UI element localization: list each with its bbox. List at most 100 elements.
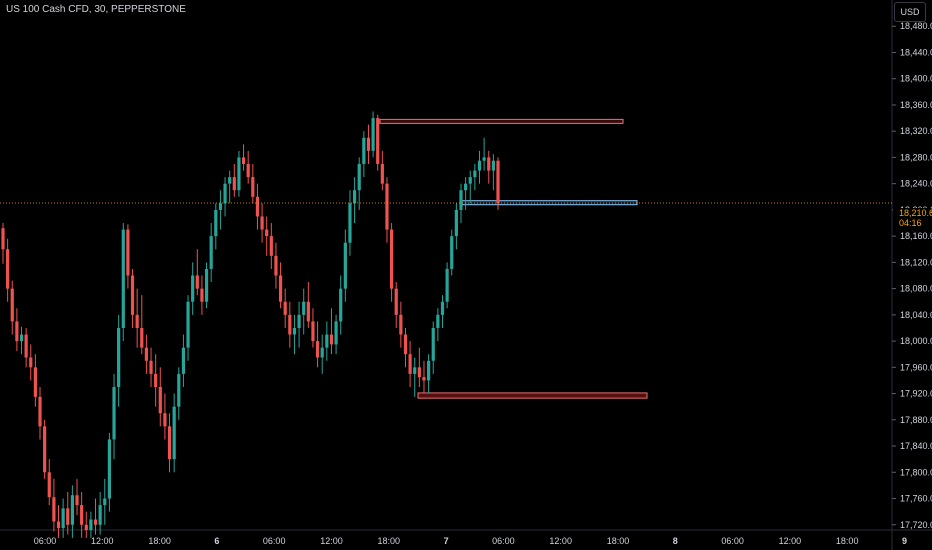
candle-body <box>228 177 232 184</box>
y-tick-label: 17,960.0 <box>900 362 932 372</box>
candle-body <box>464 183 468 191</box>
y-tick-label: 18,320.0 <box>900 126 932 136</box>
candle-body <box>399 314 403 335</box>
zone-top <box>379 118 624 124</box>
candle-body <box>47 472 51 498</box>
candle-body <box>167 426 172 460</box>
candle-body <box>306 301 310 322</box>
candle-body <box>376 118 380 164</box>
candle-body <box>496 160 500 204</box>
y-tick-label: 18,360.0 <box>900 100 932 110</box>
candle-body <box>371 118 375 151</box>
x-tick-label: 8 <box>673 536 678 546</box>
candle-body <box>436 314 440 328</box>
candle-body <box>427 360 431 381</box>
candle-body <box>80 505 84 525</box>
candle-body <box>297 314 301 328</box>
candle-body <box>75 495 79 506</box>
candle-body <box>117 327 121 388</box>
y-tick-label: 17,920.0 <box>900 389 932 399</box>
candle-body <box>33 367 37 397</box>
candle-body <box>24 334 28 358</box>
bar-countdown: 04:16 <box>899 218 922 228</box>
candle-body <box>218 203 223 210</box>
candle-body <box>223 183 227 204</box>
y-tick-label: 18,000.0 <box>900 336 932 346</box>
candle-body <box>491 160 495 171</box>
candle-body <box>352 190 357 204</box>
y-tick-label: 17,800.0 <box>900 467 932 477</box>
candle-body <box>232 177 236 191</box>
candle-body <box>385 183 389 230</box>
candle-body <box>357 163 361 191</box>
y-tick-label: 18,160.0 <box>900 231 932 241</box>
candle-body <box>204 268 209 302</box>
candle-body <box>140 327 144 348</box>
candle-body <box>43 426 47 473</box>
x-tick-label: 06:00 <box>263 536 286 546</box>
candle-body <box>177 373 181 407</box>
y-tick-label: 18,040.0 <box>900 310 932 320</box>
x-tick-label: 06:00 <box>492 536 515 546</box>
x-tick-label: 18:00 <box>607 536 630 546</box>
candle-body <box>246 163 250 178</box>
candle-body <box>302 301 306 315</box>
candle-body <box>329 334 334 345</box>
candle-body <box>315 341 320 358</box>
candle-body <box>260 216 264 230</box>
candle-body <box>343 242 347 289</box>
candle-body <box>482 157 486 161</box>
candle-body <box>251 177 255 197</box>
y-tick-label: 18,080.0 <box>900 284 932 294</box>
currency-button[interactable]: USD <box>894 2 926 22</box>
candle-body <box>366 137 371 151</box>
x-tick-label: 18:00 <box>148 536 171 546</box>
candle-body <box>473 170 477 178</box>
candle-body <box>135 314 139 328</box>
candle-body <box>103 498 107 506</box>
candle-body <box>389 229 394 289</box>
candle-body <box>265 229 269 237</box>
candle-body <box>15 321 19 342</box>
candle-body <box>269 236 273 256</box>
x-tick-label: 18:00 <box>378 536 401 546</box>
y-tick-label: 17,720.0 <box>900 520 932 530</box>
candle-body <box>158 387 162 414</box>
candle-body <box>274 255 278 276</box>
y-tick-label: 18,120.0 <box>900 257 932 267</box>
candle-body <box>334 321 338 345</box>
y-tick-label: 17,880.0 <box>900 415 932 425</box>
candle-body <box>325 334 329 348</box>
candle-body <box>450 236 454 269</box>
x-tick-label: 06:00 <box>34 536 57 546</box>
candle-body <box>66 508 70 525</box>
candle-body <box>394 288 398 315</box>
candle-body <box>422 377 426 381</box>
x-tick-label: 18:00 <box>836 536 859 546</box>
candle-body <box>195 275 199 289</box>
y-tick-label: 18,400.0 <box>900 74 932 84</box>
candle-body <box>283 301 287 315</box>
chart-title: US 100 Cash CFD, 30, PEPPERSTONE <box>6 4 186 15</box>
candle-body <box>241 157 246 164</box>
candle-body <box>112 387 116 440</box>
candle-body <box>130 275 135 315</box>
candle-body <box>52 497 56 522</box>
candle-body <box>98 505 102 525</box>
candle-body <box>186 301 190 348</box>
candle-body <box>93 519 98 525</box>
candle-body <box>288 314 292 335</box>
candle-body <box>255 196 260 217</box>
candle-body <box>84 524 88 530</box>
y-tick-label: 18,440.0 <box>900 47 932 57</box>
candle-body <box>29 357 33 368</box>
candle-body <box>431 327 435 361</box>
candle-body <box>61 508 65 529</box>
candle-body <box>6 249 10 289</box>
candle-body <box>311 321 315 342</box>
candle-body <box>237 157 241 191</box>
candle-body <box>144 347 149 361</box>
candle-body <box>408 354 412 374</box>
candle-body <box>10 288 14 322</box>
